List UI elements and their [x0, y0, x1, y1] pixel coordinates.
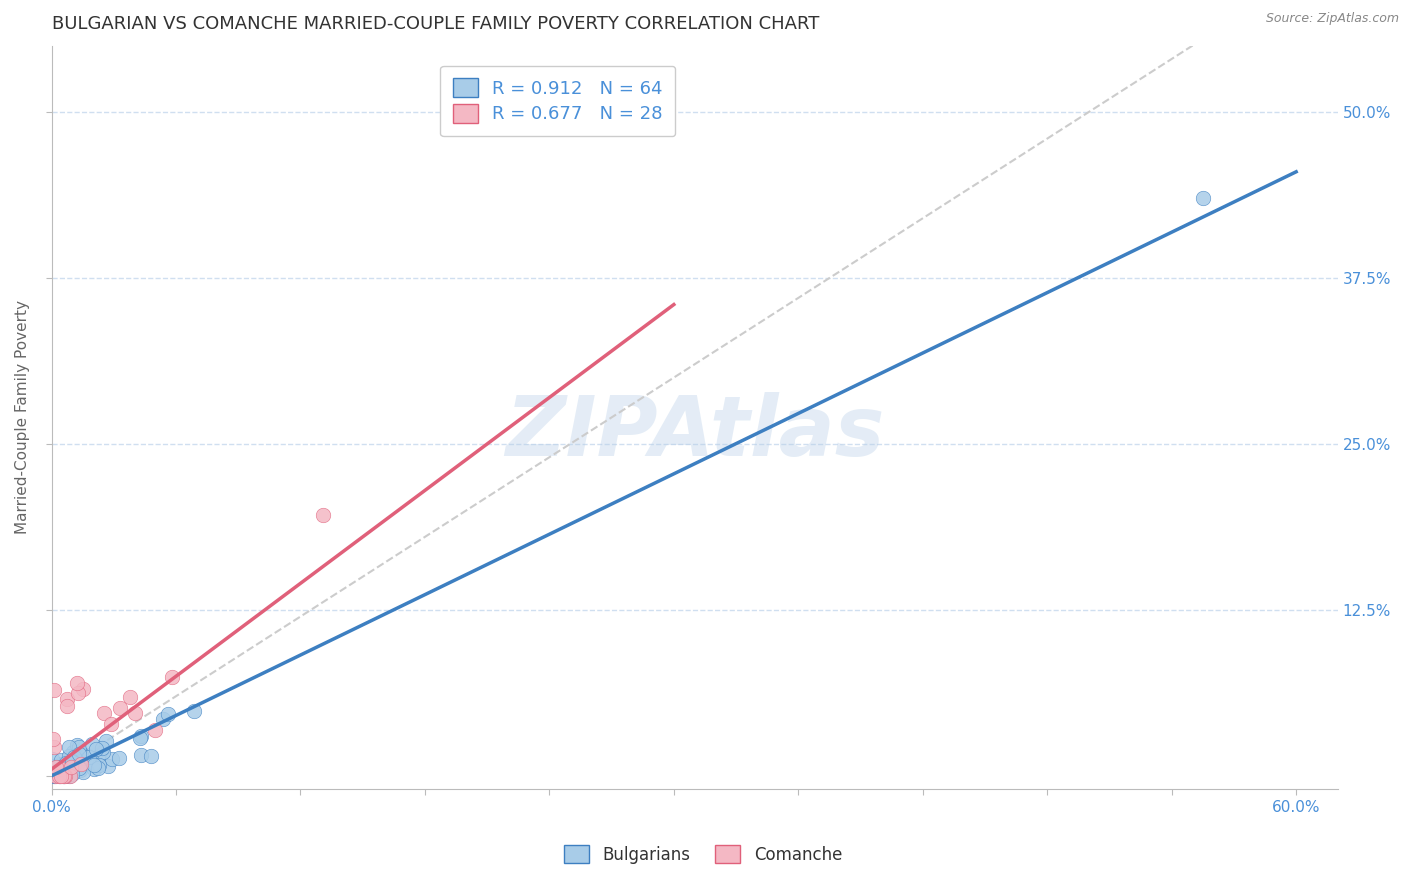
- Point: [60, 763, 83, 777]
- Point: [70, 747, 93, 762]
- Point: [45, 759, 67, 773]
- Point: [62, 745, 84, 759]
- Point: [53, 769, 76, 783]
- Point: [87, 758, 110, 772]
- Point: [41, 769, 63, 783]
- Point: [65, 763, 87, 777]
- Point: [51, 762, 73, 776]
- Y-axis label: Married-Couple Family Poverty: Married-Couple Family Poverty: [15, 301, 30, 534]
- Point: [51, 753, 73, 767]
- Point: [311, 508, 333, 522]
- Point: [58, 740, 80, 755]
- Point: [58, 756, 80, 771]
- Point: [80, 737, 103, 751]
- Point: [96, 734, 118, 748]
- Point: [41, 752, 63, 766]
- Point: [42, 739, 65, 754]
- Point: [42, 731, 65, 746]
- Point: [89, 747, 111, 761]
- Point: [49, 769, 72, 783]
- Point: [49, 757, 72, 772]
- Point: [48, 769, 70, 783]
- Point: [67, 686, 90, 700]
- Point: [55, 691, 77, 706]
- Point: [83, 758, 105, 772]
- Text: ZIPAtlas: ZIPAtlas: [505, 392, 884, 473]
- Point: [55, 756, 77, 770]
- Point: [129, 731, 152, 745]
- Point: [42, 683, 65, 698]
- Point: [56, 768, 79, 782]
- Point: [55, 698, 77, 713]
- Point: [59, 760, 82, 774]
- Point: [84, 742, 107, 756]
- Point: [82, 756, 104, 771]
- Point: [42, 769, 65, 783]
- Point: [66, 756, 89, 771]
- Point: [49, 769, 72, 783]
- Point: [66, 739, 89, 753]
- Point: [63, 753, 86, 767]
- Point: [48, 769, 70, 783]
- Point: [53, 769, 76, 783]
- Point: [70, 756, 93, 771]
- Point: [108, 701, 131, 715]
- Point: [66, 676, 89, 690]
- Point: [124, 706, 146, 721]
- Point: [58, 769, 80, 783]
- Point: [1191, 191, 1213, 205]
- Text: Source: ZipAtlas.com: Source: ZipAtlas.com: [1265, 12, 1399, 25]
- Point: [52, 769, 75, 783]
- Point: [160, 670, 183, 684]
- Point: [53, 769, 76, 783]
- Legend: Bulgarians, Comanche: Bulgarians, Comanche: [557, 838, 849, 871]
- Point: [63, 757, 86, 772]
- Point: [52, 769, 75, 783]
- Point: [44, 759, 66, 773]
- Legend: R = 0.912   N = 64, R = 0.677   N = 28: R = 0.912 N = 64, R = 0.677 N = 28: [440, 66, 675, 136]
- Point: [48, 769, 70, 783]
- Point: [60, 767, 83, 781]
- Point: [91, 741, 114, 756]
- Point: [67, 761, 90, 775]
- Point: [156, 707, 179, 722]
- Point: [52, 769, 75, 783]
- Point: [45, 759, 67, 773]
- Point: [60, 754, 83, 768]
- Point: [83, 762, 105, 776]
- Point: [93, 745, 115, 759]
- Point: [100, 717, 122, 731]
- Point: [183, 704, 205, 718]
- Point: [67, 740, 90, 755]
- Point: [101, 751, 124, 765]
- Point: [42, 765, 65, 780]
- Point: [44, 769, 66, 783]
- Point: [129, 748, 152, 763]
- Point: [67, 747, 90, 762]
- Point: [93, 706, 115, 720]
- Point: [97, 759, 120, 773]
- Point: [59, 769, 82, 783]
- Point: [58, 748, 80, 763]
- Point: [45, 769, 67, 783]
- Point: [86, 761, 108, 775]
- Point: [72, 765, 94, 780]
- Point: [63, 751, 86, 765]
- Point: [143, 723, 166, 737]
- Point: [44, 769, 66, 783]
- Point: [108, 750, 131, 764]
- Point: [118, 690, 141, 704]
- Point: [152, 712, 174, 726]
- Point: [69, 763, 91, 777]
- Point: [77, 750, 100, 764]
- Point: [66, 755, 89, 769]
- Text: BULGARIAN VS COMANCHE MARRIED-COUPLE FAMILY POVERTY CORRELATION CHART: BULGARIAN VS COMANCHE MARRIED-COUPLE FAM…: [52, 15, 818, 33]
- Point: [141, 748, 163, 763]
- Point: [129, 729, 152, 743]
- Point: [60, 755, 83, 769]
- Point: [75, 748, 97, 763]
- Point: [63, 750, 86, 764]
- Point: [72, 681, 94, 696]
